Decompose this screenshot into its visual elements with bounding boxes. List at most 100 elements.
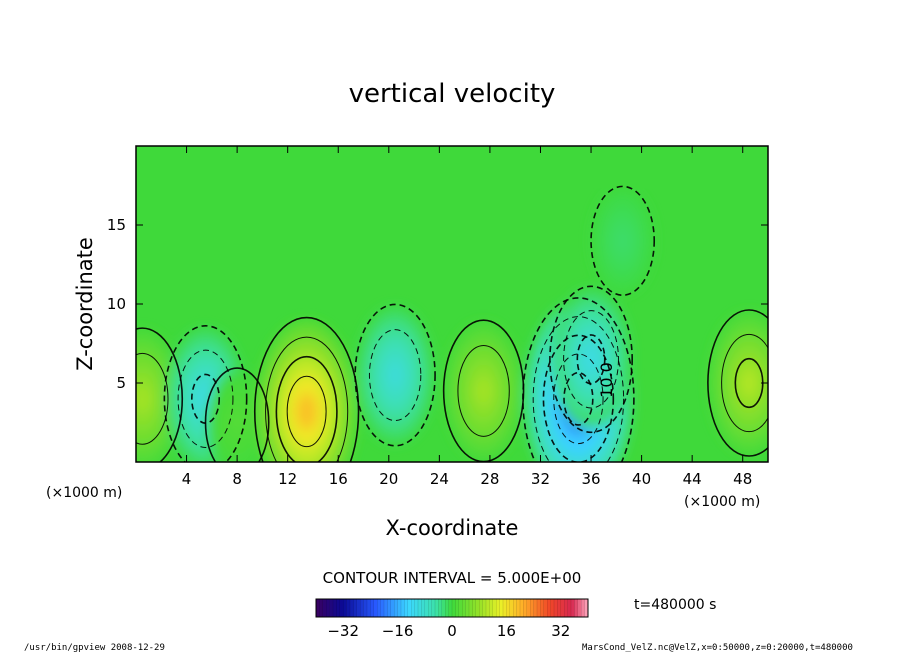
chart-title: vertical velocity bbox=[349, 79, 556, 109]
colorbar-tick-label: 32 bbox=[551, 622, 570, 640]
colorbar-cell bbox=[455, 599, 460, 617]
colorbar-cell bbox=[560, 599, 565, 617]
colorbar-cell bbox=[452, 599, 456, 617]
plot-area bbox=[136, 146, 768, 462]
colorbar-cell bbox=[322, 599, 327, 617]
field-blob bbox=[583, 345, 599, 374]
field-blob bbox=[616, 230, 629, 252]
contour-line bbox=[163, 325, 248, 462]
colorbar-cell bbox=[530, 599, 534, 617]
colorbar-cell bbox=[567, 599, 572, 617]
colorbar-cell bbox=[343, 599, 347, 617]
x-tick-label: 20 bbox=[379, 470, 398, 488]
contour-line bbox=[563, 371, 594, 426]
colorbar-tick-label: −16 bbox=[382, 622, 414, 640]
x-tick-label: 36 bbox=[581, 470, 600, 488]
colorbar-cell bbox=[571, 599, 575, 617]
colorbar-cell bbox=[465, 599, 470, 617]
y-axis-ticks: 5 10 15 bbox=[107, 216, 768, 392]
colorbar-cell bbox=[336, 599, 341, 617]
colorbar-cell bbox=[411, 599, 415, 617]
colorbar-tick-label: −32 bbox=[327, 622, 359, 640]
colorbar-cell bbox=[574, 599, 579, 617]
colorbar-cell bbox=[319, 599, 324, 617]
colorbar-cell bbox=[367, 599, 371, 617]
x-axis-label: X-coordinate bbox=[386, 516, 519, 540]
y-tick-label: 5 bbox=[116, 374, 126, 392]
colorbar-cell bbox=[486, 599, 490, 617]
x-tick-label: 16 bbox=[329, 470, 348, 488]
colorbar-cell bbox=[329, 599, 334, 617]
colorbar-cell bbox=[316, 599, 320, 617]
colorbar-cell bbox=[346, 599, 351, 617]
colorbar-cell bbox=[421, 599, 426, 617]
contour-line bbox=[553, 353, 604, 445]
colorbar-cell bbox=[380, 599, 385, 617]
contour-line bbox=[707, 309, 768, 457]
colorbar-cell bbox=[581, 599, 585, 617]
colorbar-cell bbox=[414, 599, 419, 617]
colorbar-cell bbox=[431, 599, 436, 617]
colorbar-cell bbox=[445, 599, 449, 617]
colorbar-cell bbox=[489, 599, 494, 617]
contour-line bbox=[286, 375, 327, 448]
colorbar-cell bbox=[418, 599, 422, 617]
field-blob bbox=[296, 393, 317, 430]
colorbar-cell bbox=[339, 599, 344, 617]
colorbar-cell bbox=[373, 599, 378, 617]
colorbar-cell bbox=[513, 599, 517, 617]
colorbar-cell bbox=[475, 599, 480, 617]
colorbar-cell bbox=[462, 599, 466, 617]
colorbar-cell bbox=[469, 599, 473, 617]
colorbar-cell bbox=[557, 599, 562, 617]
contour-line bbox=[354, 303, 436, 447]
contour-line bbox=[368, 329, 422, 422]
field-blob bbox=[136, 385, 150, 413]
colorbar-cell bbox=[384, 599, 388, 617]
contour-label: 10.0 bbox=[597, 362, 616, 398]
colorbar-cell bbox=[424, 599, 429, 617]
time-label: t=480000 s bbox=[634, 597, 716, 613]
colorbar-cell bbox=[428, 599, 432, 617]
contour-interval: CONTOUR INTERVAL = 5.000E+00 bbox=[323, 569, 582, 587]
footer-right: MarsCond_VelZ.nc@VelZ,x=0:50000,z=0:2000… bbox=[582, 643, 853, 653]
contour-line bbox=[275, 355, 338, 462]
colorbar-cell bbox=[360, 599, 364, 617]
colorbar-cell bbox=[496, 599, 500, 617]
contour-line bbox=[177, 349, 234, 448]
colorbar-cell bbox=[370, 599, 375, 617]
contour-line bbox=[265, 336, 349, 462]
contour-line bbox=[549, 285, 633, 434]
contour-line bbox=[204, 367, 270, 462]
x-tick-label: 12 bbox=[278, 470, 297, 488]
colorbar-cell bbox=[377, 599, 381, 617]
colorbar-cell bbox=[506, 599, 511, 617]
field-blob bbox=[387, 361, 403, 389]
contour-line bbox=[542, 334, 615, 462]
colorbar-cell bbox=[526, 599, 531, 617]
colorbar-cell bbox=[543, 599, 548, 617]
y-axis-label: Z-coordinate bbox=[73, 237, 97, 371]
colorbar-cell bbox=[387, 599, 392, 617]
velocity-field bbox=[136, 188, 768, 462]
colorbar-cell bbox=[356, 599, 361, 617]
colorbar-cell bbox=[353, 599, 358, 617]
contour-line bbox=[457, 344, 510, 437]
x-tick-label: 48 bbox=[733, 470, 752, 488]
colorbar-cell bbox=[516, 599, 521, 617]
colorbar-cell bbox=[564, 599, 568, 617]
x-axis-unit: (×1000 m) bbox=[684, 494, 760, 510]
colorbar-cell bbox=[540, 599, 545, 617]
colorbar-cell bbox=[435, 599, 439, 617]
colorbar-tick-label: 0 bbox=[447, 622, 457, 640]
colorbar-cell bbox=[550, 599, 555, 617]
contour-line bbox=[590, 185, 656, 297]
colorbar-cell bbox=[499, 599, 504, 617]
contour-lines bbox=[136, 185, 768, 462]
x-axis-ticks: 4 8 12 16 20 24 28 32 36 40 44 48 bbox=[182, 146, 752, 488]
contour-line bbox=[136, 352, 169, 445]
colorbar-cell bbox=[458, 599, 463, 617]
field-blob bbox=[231, 412, 244, 433]
colorbar-cell bbox=[326, 599, 330, 617]
